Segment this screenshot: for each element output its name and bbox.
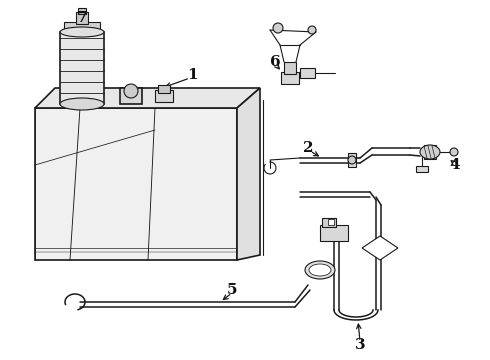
Bar xyxy=(76,12,88,24)
Polygon shape xyxy=(362,236,398,260)
Bar xyxy=(300,68,315,78)
Text: 7: 7 xyxy=(77,11,87,25)
Bar xyxy=(281,72,299,84)
Polygon shape xyxy=(237,88,260,260)
Bar xyxy=(78,8,86,14)
Bar xyxy=(348,153,356,167)
Text: 3: 3 xyxy=(355,338,366,352)
Ellipse shape xyxy=(60,98,104,110)
Bar xyxy=(328,219,334,225)
Ellipse shape xyxy=(420,145,440,159)
Bar xyxy=(284,62,296,74)
Circle shape xyxy=(450,148,458,156)
Bar xyxy=(322,218,336,227)
Text: 5: 5 xyxy=(227,283,237,297)
Bar xyxy=(60,32,104,104)
Ellipse shape xyxy=(309,264,331,276)
Text: 2: 2 xyxy=(303,141,313,155)
Bar xyxy=(158,85,170,93)
Polygon shape xyxy=(35,108,237,260)
Ellipse shape xyxy=(60,27,104,37)
Polygon shape xyxy=(35,88,260,108)
Circle shape xyxy=(348,156,356,164)
Bar xyxy=(64,22,100,32)
Circle shape xyxy=(273,23,283,33)
Text: 4: 4 xyxy=(450,158,460,172)
Bar xyxy=(155,90,173,102)
Bar xyxy=(424,145,436,159)
Circle shape xyxy=(124,84,138,98)
Bar xyxy=(320,225,348,241)
Ellipse shape xyxy=(305,261,335,279)
Bar xyxy=(120,88,142,104)
Text: 6: 6 xyxy=(270,55,280,69)
Bar xyxy=(416,166,428,172)
Circle shape xyxy=(308,26,316,34)
Text: 1: 1 xyxy=(187,68,197,82)
